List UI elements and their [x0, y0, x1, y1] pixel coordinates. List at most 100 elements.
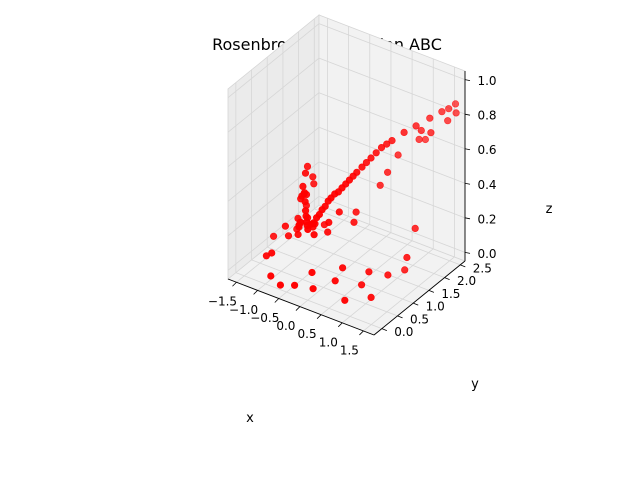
scatter-point — [281, 222, 290, 230]
scatter-point — [403, 253, 411, 262]
scatter-point — [310, 180, 318, 188]
scatter-point — [415, 135, 423, 143]
x-tick-mark — [316, 314, 322, 319]
scatter-point — [300, 189, 309, 197]
scatter-points — [262, 100, 460, 304]
y-tick-mark — [428, 289, 435, 293]
y-tick-label: 2.0 — [457, 274, 476, 288]
scatter-point — [335, 208, 343, 216]
scatter-point — [394, 151, 402, 159]
scatter-point — [301, 169, 310, 177]
y-tick-mark — [444, 277, 450, 280]
scatter-point — [400, 128, 408, 136]
scatter-point — [367, 154, 375, 162]
scatter-point — [417, 126, 425, 135]
z-tick-label: 0.0 — [477, 247, 496, 261]
y-gridline-floor — [282, 233, 430, 291]
y-gridline-floor — [251, 259, 398, 317]
scatter-point — [291, 281, 299, 289]
x-gridline-floor — [363, 256, 455, 332]
scatter-point — [304, 225, 312, 233]
y-tick-mark — [397, 315, 403, 319]
y-tick-label: 2.5 — [473, 261, 492, 275]
scatter-point — [367, 293, 375, 302]
scatter-point — [377, 144, 386, 152]
scatter-point — [309, 285, 317, 293]
z-gridline-back — [318, 23, 466, 81]
z-gridline-left — [227, 23, 320, 98]
scatter-point — [411, 224, 419, 232]
x-tick-label: 0.5 — [298, 327, 317, 341]
scatter-point — [401, 266, 409, 274]
z-gridline-left — [227, 92, 320, 168]
x-tick-mark — [359, 330, 364, 336]
y-axis-line — [373, 260, 466, 336]
z-tick-mark — [464, 251, 471, 254]
scatter-point — [388, 137, 396, 145]
z-tick-label: 1.0 — [477, 74, 496, 88]
x-tick-mark — [232, 281, 237, 287]
z-tick-label: 0.8 — [477, 109, 496, 123]
scatter-point — [309, 173, 317, 181]
scatter-point — [452, 109, 460, 117]
z-gridline-left — [227, 57, 320, 133]
y-tick-mark — [460, 264, 466, 268]
scatter-point — [451, 100, 460, 108]
scatter-point — [267, 272, 275, 280]
z-gridline-back — [318, 195, 466, 253]
scatter-point — [358, 281, 366, 289]
z-tick-mark — [464, 113, 471, 116]
y-axis-label: y — [471, 377, 479, 392]
z-tick-label: 0.2 — [477, 212, 496, 226]
scatter-point — [270, 232, 278, 240]
scatter-point — [362, 159, 371, 167]
scatter-point — [324, 228, 332, 236]
x-tick-label: −1.5 — [208, 295, 237, 309]
z-tick-mark — [464, 79, 471, 82]
scatter-point — [294, 230, 302, 239]
z-gridline-back — [318, 126, 466, 184]
scatter-point — [276, 281, 285, 289]
scatter-point — [384, 168, 392, 176]
z-gridline-back — [318, 92, 466, 150]
scatter-point — [350, 218, 358, 226]
scatter-point — [384, 271, 392, 279]
scatter-point — [444, 117, 452, 125]
scatter-point — [268, 249, 276, 257]
y-tick-label: 1.5 — [441, 287, 460, 301]
scatter-point — [445, 105, 453, 113]
scatter-point — [383, 140, 391, 148]
x-tick-mark — [295, 306, 301, 311]
y-gridline-floor — [235, 272, 382, 329]
z-axis-label: z — [546, 202, 553, 217]
scatter-point — [339, 264, 347, 272]
scatter-point — [301, 198, 309, 206]
axis-lines — [227, 71, 466, 336]
scatter-point — [438, 108, 446, 116]
z-gridline-back — [318, 57, 466, 115]
y-tick-label: 0.5 — [410, 312, 429, 326]
scatter-point — [325, 218, 333, 226]
scatter-point — [412, 122, 420, 130]
z-tick-mark — [464, 217, 471, 220]
z-gridline-back — [318, 161, 466, 219]
y-gridline-floor — [314, 208, 461, 266]
scatter-point — [331, 277, 339, 285]
y-tick-label: 0.0 — [394, 325, 413, 339]
z-tick-mark — [464, 182, 471, 185]
scatter-point — [310, 231, 318, 239]
y-gridline-floor — [267, 246, 414, 304]
x-tick-label: 1.0 — [319, 335, 338, 349]
y-tick-mark — [413, 302, 419, 306]
x-tick-mark — [337, 322, 343, 328]
scatter-point — [308, 268, 316, 277]
y-gridline-floor — [298, 221, 445, 278]
scatter-point — [376, 181, 384, 189]
x-tick-mark — [274, 298, 280, 303]
x-axis-label: x — [246, 411, 254, 426]
scatter-point — [365, 268, 373, 276]
scatter-point — [358, 163, 366, 171]
scatter-point — [421, 135, 430, 144]
axes-panes — [227, 14, 466, 336]
x-tick-label: −1.0 — [229, 303, 258, 317]
